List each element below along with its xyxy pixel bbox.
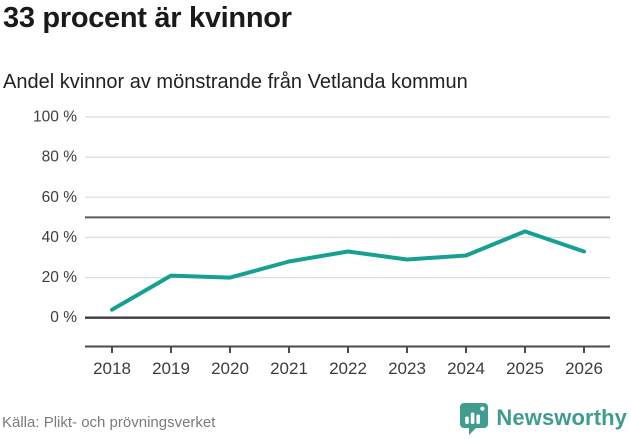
x-axis-tick-label: 2025 [506,359,544,378]
chart-subtitle: Andel kvinnor av mönstrande från Vetland… [3,71,468,93]
x-axis-tick-label: 2024 [447,359,485,378]
y-axis-tick-label: 100 % [33,109,77,126]
y-axis-tick-label: 80 % [42,149,78,166]
y-axis-tick-label: 40 % [42,229,78,246]
newsworthy-wordmark: Newsworthy [496,405,627,430]
x-axis-tick-label: 2023 [388,359,426,378]
y-axis-tick-label: 0 % [50,309,77,326]
x-axis-tick-label: 2022 [329,359,367,378]
x-axis-tick-label: 2021 [270,359,308,378]
source-note: Källa: Plikt- och prövningsverket [2,414,216,431]
chart-title: 33 procent är kvinnor [3,2,292,34]
x-axis-tick-label: 2019 [152,359,190,378]
x-axis-tick-label: 2018 [93,359,131,378]
y-axis-tick-label: 20 % [42,269,78,286]
x-axis-tick-label: 2026 [565,359,603,378]
x-axis-tick-label: 2020 [211,359,249,378]
y-axis-tick-label: 60 % [42,189,78,206]
newsworthy-logo: Newsworthy [459,400,627,436]
data-series-line [110,229,586,312]
newsworthy-icon [460,403,489,435]
